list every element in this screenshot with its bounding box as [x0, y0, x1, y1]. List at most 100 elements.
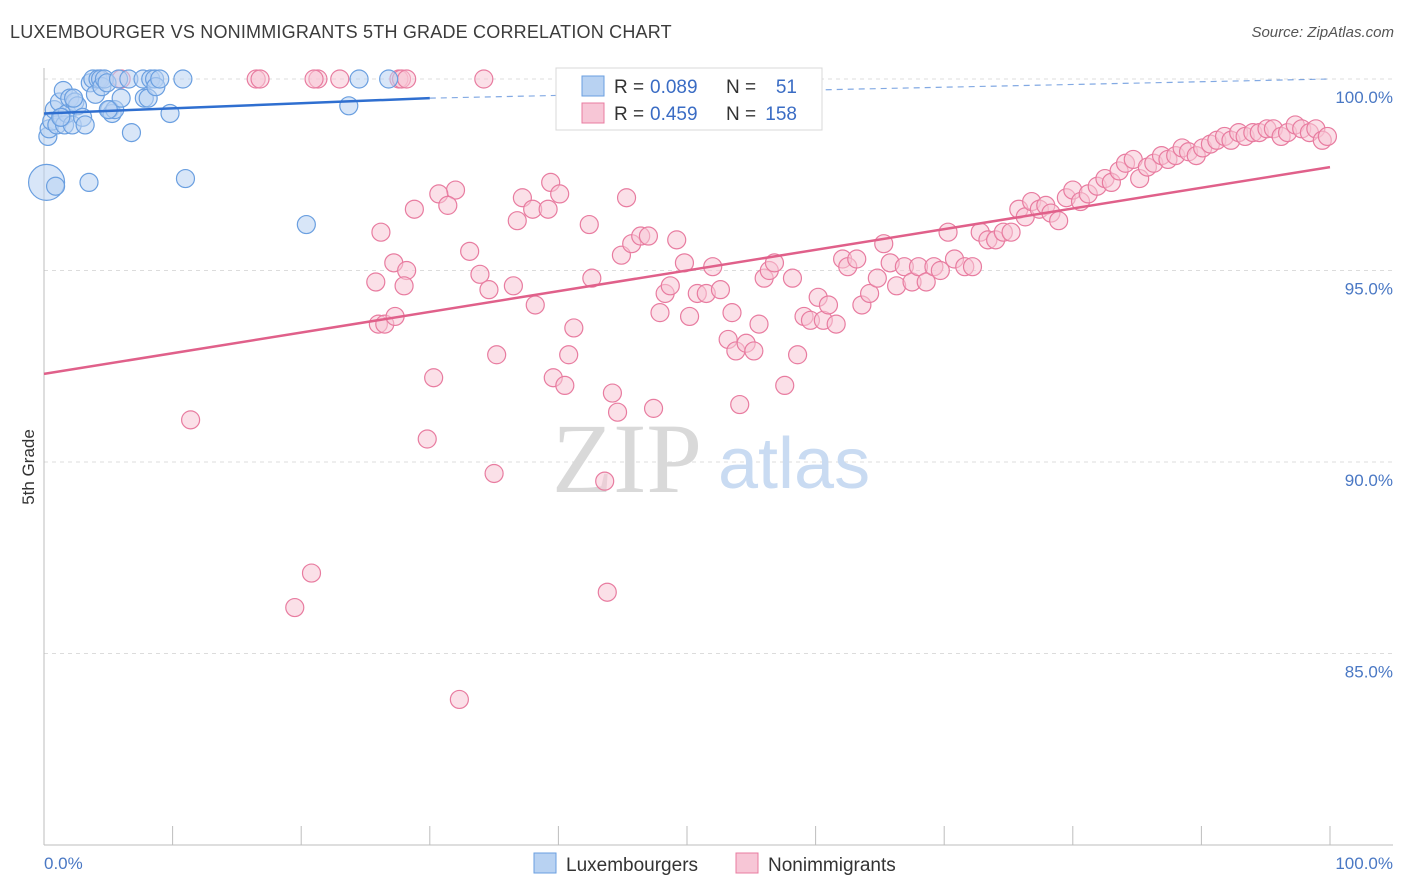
y-tick-labels: 85.0% 90.0% 95.0% 100.0%: [1335, 88, 1393, 682]
point-nonimmigrants: [538, 199, 558, 219]
point-nonimmigrants: [916, 272, 936, 292]
point-nonimmigrants: [304, 69, 324, 89]
y-tick-label: 85.0%: [1345, 663, 1393, 682]
point-nonimmigrants: [1317, 126, 1338, 147]
point-luxembourgers: [111, 88, 131, 108]
point-nonimmigrants: [371, 222, 391, 242]
point-nonimmigrants: [484, 463, 504, 484]
bottom-legend: Luxembourgers Nonimmigrants: [533, 852, 896, 876]
legend-n-label-1: N =: [726, 77, 756, 98]
point-luxembourgers: [296, 214, 316, 235]
point-nonimmigrants: [867, 268, 887, 288]
point-nonimmigrants: [616, 188, 637, 208]
legend-swatch-luxembourgers: [581, 75, 605, 97]
y-tick-label: 100.0%: [1335, 88, 1393, 107]
x-tick-label-max: 100.0%: [1335, 854, 1393, 873]
legend-swatch-nonimmigrants: [581, 102, 605, 124]
trend-line-nonimmigrants: [43, 165, 1331, 376]
watermark-zip: ZIP: [552, 403, 702, 514]
point-nonimmigrants: [474, 69, 494, 89]
grid-lines: [44, 78, 1393, 654]
point-luxembourgers: [379, 69, 399, 89]
point-nonimmigrants: [679, 306, 700, 327]
point-nonimmigrants: [285, 597, 305, 618]
point-luxembourgers: [349, 69, 369, 89]
legend-n-value-2: 158: [765, 104, 797, 125]
x-tick-label-min: 0.0%: [44, 854, 83, 873]
point-nonimmigrants: [470, 264, 490, 284]
legend-r-value-2: 0.459: [650, 104, 698, 125]
point-nonimmigrants: [487, 345, 507, 365]
point-luxembourgers: [150, 69, 170, 89]
point-nonimmigrants: [366, 272, 386, 292]
point-nonimmigrants: [847, 249, 867, 269]
point-nonimmigrants: [818, 295, 839, 315]
y-axis-label: 5th Grade: [19, 429, 38, 505]
legend-r-label-2: R =: [614, 104, 644, 125]
point-nonimmigrants: [930, 260, 950, 281]
point-nonimmigrants: [730, 394, 750, 415]
bottom-legend-swatch-luxembourgers: [533, 852, 557, 874]
stats-legend: R = 0.089 N = 51 R = 0.459 N = 158: [555, 67, 823, 131]
point-nonimmigrants: [579, 214, 599, 235]
y-tick-label: 95.0%: [1345, 280, 1393, 299]
point-luxembourgers: [121, 123, 142, 143]
point-nonimmigrants: [559, 345, 579, 365]
trend-line-luxembourgers-extension: [429, 78, 1331, 99]
point-nonimmigrants: [479, 280, 499, 300]
point-nonimmigrants: [301, 563, 322, 583]
trend-lines: [43, 78, 1331, 376]
legend-n-value-1: 51: [776, 77, 797, 98]
point-nonimmigrants: [667, 230, 687, 250]
point-nonimmigrants: [638, 226, 659, 246]
point-nonimmigrants: [404, 199, 424, 219]
point-nonimmigrants: [722, 303, 742, 323]
point-luxembourgers: [51, 107, 71, 127]
watermark: ZIP atlas: [552, 403, 870, 514]
point-nonimmigrants: [330, 69, 350, 89]
point-luxembourgers: [339, 96, 359, 116]
point-nonimmigrants: [787, 345, 808, 365]
point-luxembourgers: [79, 172, 99, 193]
bottom-legend-swatch-nonimmigrants: [735, 852, 759, 874]
point-nonimmigrants: [564, 318, 584, 338]
point-nonimmigrants: [650, 303, 670, 323]
point-luxembourgers: [75, 115, 95, 135]
point-nonimmigrants: [181, 410, 201, 430]
point-luxembourgers: [63, 88, 84, 108]
legend-r-label-1: R =: [614, 77, 644, 98]
legend-r-value-1: 0.089: [650, 77, 698, 98]
point-nonimmigrants: [826, 314, 846, 334]
point-nonimmigrants: [503, 276, 523, 296]
point-nonimmigrants: [710, 280, 731, 300]
point-luxembourgers: [173, 69, 193, 89]
point-nonimmigrants: [449, 689, 469, 710]
point-nonimmigrants: [460, 241, 480, 261]
point-nonimmigrants: [1049, 211, 1069, 231]
bottom-legend-luxembourgers: Luxembourgers: [566, 855, 698, 876]
point-nonimmigrants: [250, 69, 270, 89]
point-nonimmigrants: [507, 211, 527, 231]
data-points: [27, 69, 1338, 710]
legend-n-label-2: N =: [726, 104, 756, 125]
point-nonimmigrants: [607, 402, 628, 422]
point-nonimmigrants: [744, 341, 764, 361]
point-nonimmigrants: [1001, 222, 1021, 242]
point-nonimmigrants: [749, 314, 769, 334]
watermark-atlas: atlas: [718, 424, 870, 504]
point-nonimmigrants: [860, 283, 880, 304]
point-luxembourgers: [175, 168, 196, 189]
y-tick-label: 90.0%: [1345, 471, 1393, 490]
point-nonimmigrants: [938, 222, 958, 242]
point-nonimmigrants: [660, 276, 680, 296]
point-nonimmigrants: [394, 276, 414, 296]
point-nonimmigrants: [595, 471, 615, 491]
point-nonimmigrants: [417, 429, 437, 449]
chart-source: Source: ZipAtlas.com: [1251, 24, 1394, 41]
trend-line-luxembourgers: [43, 96, 430, 115]
point-nonimmigrants: [582, 268, 602, 288]
point-nonimmigrants: [962, 257, 983, 277]
point-nonimmigrants: [782, 268, 803, 288]
point-nonimmigrants: [643, 398, 664, 418]
